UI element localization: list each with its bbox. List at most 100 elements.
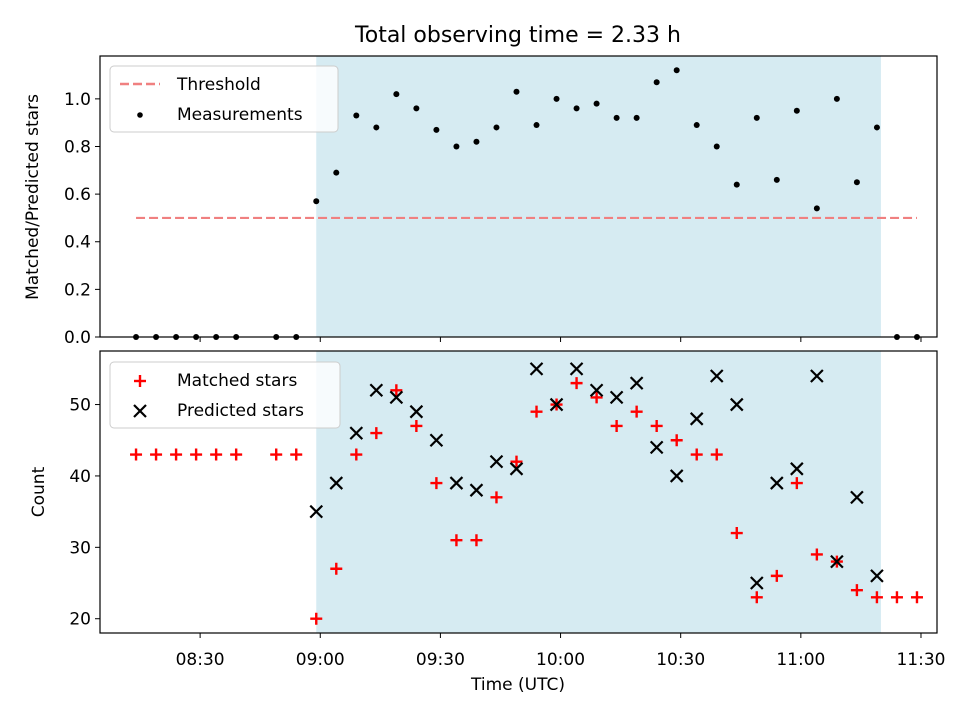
predicted-stars-point (509, 462, 524, 476)
predicted-stars-point (329, 476, 344, 490)
matched-stars-point (190, 448, 203, 461)
predicted-stars-point (830, 554, 844, 569)
matched-stars-point (170, 448, 183, 461)
count-y-tick-label: 30 (69, 538, 91, 558)
predicted-stars-point (349, 426, 364, 440)
count-legend: Matched stars Predicted stars (109, 361, 341, 429)
matched-stars-point (590, 391, 603, 404)
count-x-tick-label: 10:30 (656, 650, 705, 670)
matched-stars-point (410, 419, 423, 432)
ratio-axes-frame (99, 55, 938, 338)
measurements-point (473, 138, 480, 145)
measurements-point (633, 114, 640, 121)
ratio-legend: Threshold Measurements (109, 65, 339, 133)
matched-stars-point (730, 527, 743, 540)
measurements-point (713, 143, 720, 150)
matched-stars-point (370, 427, 383, 440)
measurements-point (693, 122, 700, 129)
matched-legend-swatch (134, 375, 146, 387)
predicted-stars-point (449, 476, 464, 490)
predicted-stars-point (850, 490, 864, 505)
measurements-legend-swatch (137, 112, 143, 118)
matched-stars-point (690, 448, 703, 461)
measurements-point (333, 169, 340, 176)
ratio-y-tick-label: 0.6 (64, 185, 91, 205)
count-x-tick-label: 10:00 (536, 650, 585, 670)
count-y-axis-label: Count (29, 466, 49, 517)
count-x-axis-label: Time (UTC) (470, 675, 565, 695)
matched-legend-label: Matched stars (177, 371, 297, 391)
predicted-legend-swatch (133, 404, 147, 418)
predicted-legend-label: Predicted stars (177, 401, 304, 421)
count-plot-area: 20 30 40 50 08:30 09:00 09:30 10:00 10:30 11:00 11… (69, 350, 945, 670)
count-x-tick-label: 11:30 (896, 650, 945, 670)
threshold-legend-label: Threshold (176, 75, 261, 95)
matched-stars-point (510, 455, 523, 468)
measurements-point (653, 79, 660, 86)
predicted-stars-point (629, 376, 644, 390)
matched-stars-point (810, 548, 823, 561)
measurements-point (513, 88, 520, 95)
matched-stars-point (570, 377, 583, 390)
measurements-point (313, 198, 320, 205)
measurements-point (773, 176, 780, 183)
chart-title: Total observing time = 2.33 h (354, 23, 681, 48)
predicted-stars-point (389, 390, 404, 405)
measurements-point (813, 205, 820, 212)
matched-stars-point (890, 591, 903, 604)
ratio-observing-span (316, 56, 881, 337)
predicted-stars-point (609, 390, 624, 405)
predicted-stars-point (589, 383, 604, 398)
matched-stars-point (430, 477, 443, 490)
ratio-panel: Total observing time = 2.33 h 0.0 0.2 0.4 0… (23, 23, 938, 348)
measurements-point (393, 91, 400, 98)
matched-stars-point (870, 591, 883, 604)
matched-stars-point (850, 584, 863, 597)
predicted-stars-point (489, 454, 504, 469)
count-panel: 20 30 40 50 08:30 09:00 09:30 10:00 10:30 11:00 11… (29, 350, 945, 695)
matched-stars-point (150, 448, 163, 461)
measurements-point (533, 122, 540, 129)
measurements-point (553, 95, 560, 102)
ratio-y-axis-label: Matched/Predicted stars (23, 94, 43, 300)
matched-stars-point (330, 562, 343, 575)
predicted-stars-point (770, 476, 784, 490)
predicted-stars-point (529, 362, 544, 376)
predicted-stars-point (870, 569, 884, 583)
count-y-tick-label: 40 (69, 467, 91, 487)
ratio-y-tick-label: 0.0 (64, 328, 91, 348)
matched-stars-point (350, 448, 363, 461)
matched-stars-point (910, 591, 923, 604)
predicted-stars-point (790, 462, 804, 476)
predicted-stars-point (569, 362, 584, 376)
matched-stars-point (210, 448, 223, 461)
count-x-tick-label: 09:30 (416, 650, 465, 670)
measurements-point (413, 105, 420, 112)
ratio-y-tick-label: 0.2 (64, 280, 91, 300)
measurements-point (753, 114, 760, 121)
predicted-stars-point (469, 483, 484, 497)
measurements-point (733, 181, 740, 188)
matched-stars-point (670, 434, 683, 447)
matched-stars-point (270, 448, 283, 461)
count-y-tick-label: 50 (69, 396, 91, 416)
matched-stars-point (710, 448, 723, 461)
predicted-stars-point (669, 469, 684, 483)
predicted-stars-point (810, 369, 824, 383)
measurements-point (853, 179, 860, 186)
count-y-tick-label: 20 (69, 610, 91, 630)
count-axes-frame (99, 350, 938, 634)
predicted-stars-point (409, 404, 424, 419)
measurements-point (613, 114, 620, 121)
measurements-point (453, 143, 460, 150)
matched-stars-point (310, 612, 323, 625)
measurements-point (593, 100, 600, 107)
measurements-point (433, 126, 440, 133)
measurements-point (573, 105, 580, 112)
predicted-stars-point (709, 369, 724, 383)
matched-stars-point (610, 419, 623, 432)
measurements-legend-label: Measurements (177, 105, 303, 125)
predicted-stars-point (549, 397, 564, 412)
ratio-y-tick-label: 0.4 (64, 233, 91, 253)
measurements-point (373, 124, 380, 131)
